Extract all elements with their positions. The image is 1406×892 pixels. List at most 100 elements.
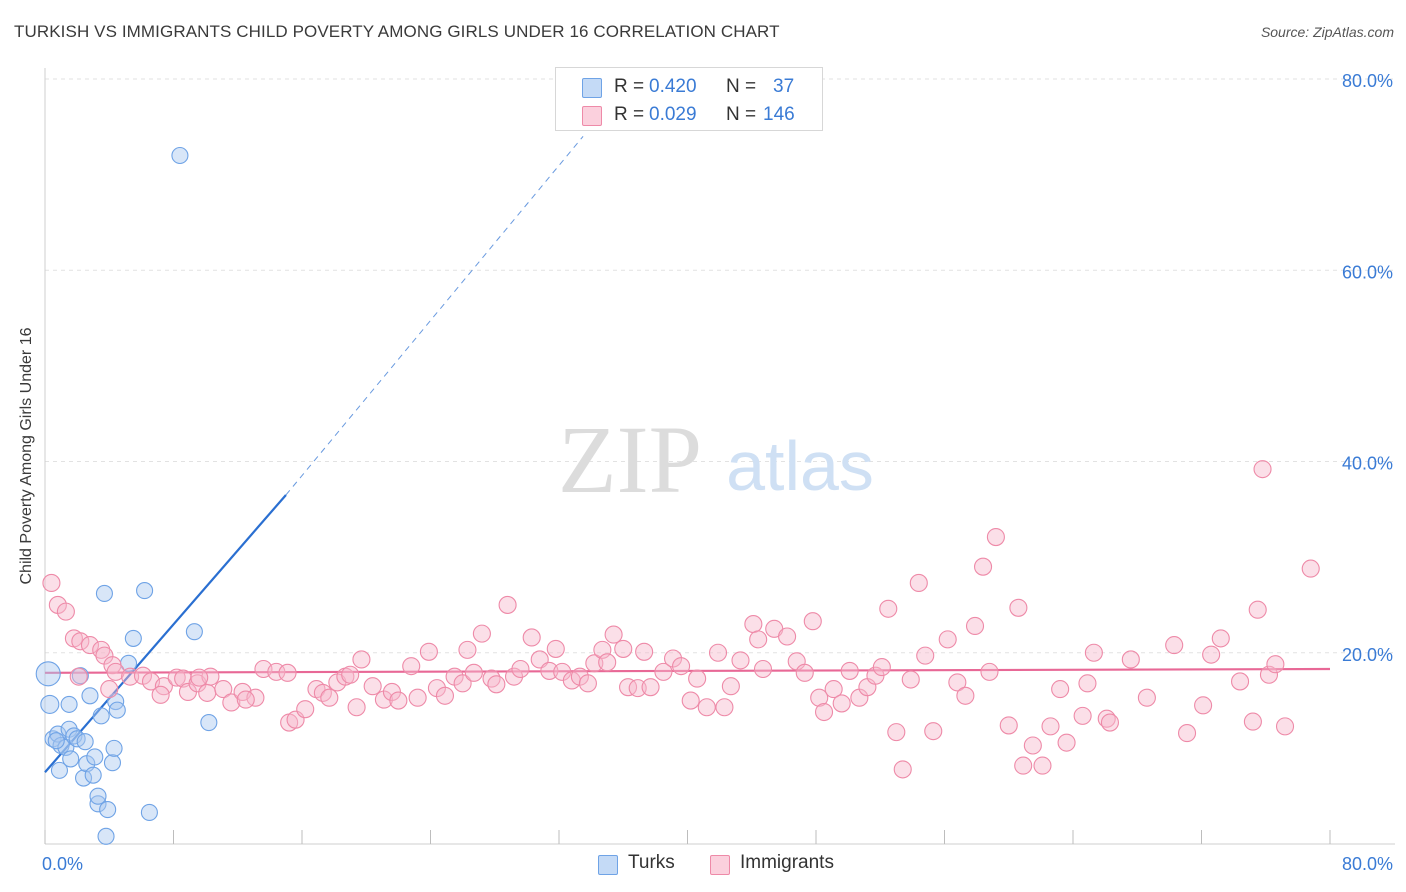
legend-swatch-immigrants: [582, 106, 602, 126]
point-immigrants: [1194, 696, 1213, 715]
point-turks: [89, 787, 107, 805]
point-immigrants: [167, 668, 186, 687]
n-value-turks: 37: [773, 76, 795, 97]
r-label: R =: [614, 104, 645, 125]
watermark: ZIP atlas: [558, 406, 874, 513]
y-tick-label: 60.0%: [1342, 262, 1393, 282]
point-turks: [200, 714, 218, 732]
point-immigrants: [540, 661, 559, 680]
chart-title: TURKISH VS IMMIGRANTS CHILD POVERTY AMON…: [14, 22, 780, 41]
point-immigrants: [893, 760, 912, 779]
stats-legend: R = 0.420 N = 37 R = 0.029 N = 146: [555, 67, 823, 131]
point-immigrants: [916, 646, 935, 665]
point-immigrants: [641, 678, 660, 697]
point-turks: [97, 827, 115, 845]
y-tick-label: 40.0%: [1342, 454, 1393, 474]
point-immigrants: [92, 640, 111, 659]
point-immigrants: [585, 654, 604, 673]
point-immigrants: [872, 658, 891, 677]
point-immigrants: [174, 669, 193, 688]
point-immigrants: [106, 662, 125, 681]
point-immigrants: [980, 662, 999, 681]
point-immigrants: [320, 688, 339, 707]
point-turks: [40, 694, 60, 714]
point-immigrants: [999, 716, 1018, 735]
point-immigrants: [1009, 598, 1028, 617]
point-immigrants: [1014, 756, 1033, 775]
watermark-atlas: atlas: [726, 427, 874, 505]
point-immigrants: [749, 630, 768, 649]
r-value-turks: 0.420: [649, 76, 697, 97]
point-turks: [84, 766, 102, 784]
point-immigrants: [214, 680, 233, 699]
point-immigrants: [879, 599, 898, 618]
point-immigrants: [472, 624, 491, 643]
point-immigrants: [803, 612, 822, 631]
legend-swatch-immigrants: [710, 855, 730, 875]
point-immigrants: [1211, 629, 1230, 648]
point-immigrants: [1073, 706, 1092, 725]
point-immigrants: [672, 657, 691, 676]
point-turks: [60, 695, 78, 713]
point-turks: [75, 769, 93, 787]
point-immigrants: [1275, 717, 1295, 736]
point-immigrants: [464, 663, 483, 682]
point-immigrants: [1057, 733, 1076, 752]
point-immigrants: [681, 691, 700, 710]
point-immigrants: [222, 693, 241, 712]
stats-row-immigrants: R = 0.029 N = 146: [556, 100, 822, 130]
point-immigrants: [408, 688, 427, 707]
point-immigrants: [948, 673, 967, 692]
point-immigrants: [697, 698, 716, 717]
x-tick-label-min: 0.0%: [42, 854, 83, 874]
point-turks: [76, 733, 94, 751]
point-immigrants: [887, 723, 906, 742]
point-immigrants: [628, 679, 647, 698]
point-immigrants: [69, 667, 88, 686]
point-turks: [105, 739, 123, 757]
r-label: R =: [614, 76, 645, 97]
point-turks: [71, 667, 89, 685]
point-immigrants: [236, 690, 255, 709]
y-tick-label: 20.0%: [1342, 645, 1393, 665]
point-immigrants: [814, 702, 834, 722]
point-immigrants: [840, 661, 859, 680]
point-immigrants: [1259, 665, 1279, 684]
point-immigrants: [296, 700, 315, 719]
n-label: N =: [726, 76, 757, 97]
point-immigrants: [389, 691, 408, 710]
point-immigrants: [121, 667, 140, 686]
point-immigrants: [795, 663, 814, 682]
point-turks: [92, 707, 110, 725]
point-turks: [62, 750, 80, 768]
n-label: N =: [726, 104, 757, 125]
point-immigrants: [1165, 636, 1184, 655]
point-immigrants: [635, 642, 654, 661]
point-immigrants: [42, 573, 61, 592]
point-immigrants: [278, 663, 297, 682]
point-turks: [65, 727, 83, 745]
point-immigrants: [56, 602, 75, 621]
point-immigrants: [511, 659, 530, 679]
point-immigrants: [708, 643, 728, 662]
tick-labels: 20.0% 40.0% 60.0% 80.0% 0.0% 80.0%: [42, 71, 1393, 874]
grid-lines: [45, 78, 1395, 654]
point-immigrants: [1137, 688, 1156, 707]
point-immigrants: [546, 639, 565, 658]
point-immigrants: [973, 557, 993, 576]
point-immigrants: [832, 694, 851, 713]
point-turks: [35, 661, 61, 687]
point-immigrants: [80, 636, 100, 655]
point-immigrants: [901, 670, 920, 689]
point-immigrants: [824, 680, 843, 699]
n-value-immigrants: 146: [763, 104, 795, 125]
point-immigrants: [578, 674, 597, 693]
point-immigrants: [151, 685, 170, 704]
trend-line-turks: [44, 494, 287, 774]
point-immigrants: [619, 678, 638, 697]
point-immigrants: [1266, 655, 1285, 674]
point-immigrants: [721, 677, 740, 696]
source-credit: Source: ZipAtlas.com: [1260, 24, 1394, 40]
stats-row-turks: R = 0.420 N = 37: [556, 72, 822, 102]
